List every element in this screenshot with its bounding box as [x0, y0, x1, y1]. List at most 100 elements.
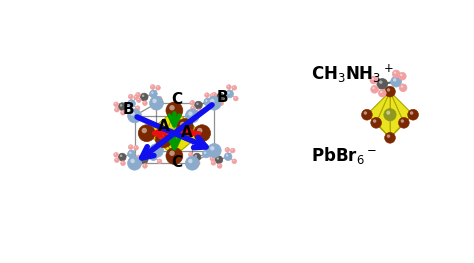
Circle shape	[151, 154, 154, 157]
Circle shape	[391, 76, 401, 87]
Circle shape	[166, 148, 183, 164]
Circle shape	[188, 112, 192, 116]
Circle shape	[144, 102, 145, 103]
Circle shape	[235, 97, 236, 99]
Circle shape	[142, 94, 144, 97]
Circle shape	[209, 145, 213, 150]
Circle shape	[114, 153, 118, 157]
Circle shape	[156, 148, 160, 153]
Circle shape	[150, 144, 164, 158]
Circle shape	[213, 98, 217, 102]
Circle shape	[210, 94, 215, 98]
Circle shape	[191, 101, 192, 103]
Circle shape	[138, 125, 155, 142]
Circle shape	[220, 102, 221, 103]
Circle shape	[399, 84, 407, 92]
Circle shape	[218, 94, 220, 97]
Circle shape	[128, 156, 141, 170]
Circle shape	[371, 85, 378, 93]
Circle shape	[159, 134, 164, 139]
Circle shape	[191, 107, 193, 108]
Circle shape	[169, 150, 175, 156]
Circle shape	[198, 110, 200, 111]
Circle shape	[180, 122, 185, 127]
Circle shape	[188, 159, 192, 163]
Circle shape	[121, 110, 125, 115]
Polygon shape	[390, 92, 404, 138]
Circle shape	[128, 109, 141, 123]
Circle shape	[158, 160, 160, 161]
Circle shape	[156, 149, 158, 150]
Circle shape	[378, 89, 386, 97]
Circle shape	[122, 162, 123, 163]
Polygon shape	[146, 133, 174, 156]
Circle shape	[189, 158, 194, 163]
Circle shape	[204, 146, 206, 147]
Circle shape	[226, 154, 228, 157]
Polygon shape	[367, 115, 390, 138]
Circle shape	[399, 72, 406, 80]
Circle shape	[205, 93, 209, 97]
Circle shape	[230, 148, 235, 153]
Circle shape	[364, 111, 367, 115]
Circle shape	[233, 160, 234, 161]
Circle shape	[128, 145, 133, 149]
Circle shape	[193, 153, 201, 161]
Circle shape	[157, 96, 162, 101]
Circle shape	[128, 150, 135, 158]
Circle shape	[401, 119, 404, 123]
Circle shape	[228, 92, 230, 94]
Circle shape	[224, 153, 232, 160]
Text: A: A	[181, 125, 192, 140]
Circle shape	[228, 85, 229, 87]
Circle shape	[217, 157, 219, 160]
Circle shape	[115, 107, 119, 112]
Circle shape	[130, 112, 135, 116]
Circle shape	[136, 157, 138, 159]
Circle shape	[210, 156, 215, 161]
Circle shape	[214, 99, 215, 100]
Circle shape	[210, 146, 215, 150]
Polygon shape	[146, 127, 185, 156]
Circle shape	[156, 86, 158, 88]
Circle shape	[211, 94, 212, 96]
Circle shape	[206, 94, 207, 95]
Circle shape	[150, 153, 157, 160]
Circle shape	[150, 90, 157, 98]
Circle shape	[114, 102, 118, 107]
Circle shape	[115, 158, 119, 163]
Circle shape	[151, 92, 154, 94]
Circle shape	[212, 105, 214, 107]
Circle shape	[136, 107, 138, 108]
Circle shape	[166, 102, 183, 119]
Circle shape	[120, 104, 122, 107]
Circle shape	[408, 109, 419, 120]
Circle shape	[384, 109, 396, 121]
Circle shape	[150, 85, 155, 89]
Circle shape	[217, 164, 222, 168]
Circle shape	[227, 85, 231, 89]
Text: A: A	[157, 119, 169, 134]
Circle shape	[213, 93, 214, 95]
Circle shape	[197, 109, 201, 114]
Circle shape	[377, 79, 388, 89]
Circle shape	[122, 111, 123, 113]
Circle shape	[142, 157, 144, 160]
Circle shape	[136, 155, 140, 160]
Circle shape	[140, 156, 148, 164]
Circle shape	[195, 101, 202, 109]
Circle shape	[384, 86, 395, 97]
Circle shape	[137, 156, 138, 158]
Circle shape	[212, 92, 217, 97]
Circle shape	[129, 146, 131, 147]
Circle shape	[393, 78, 396, 82]
Circle shape	[129, 151, 132, 154]
Circle shape	[194, 125, 210, 142]
Circle shape	[152, 146, 157, 150]
Circle shape	[202, 150, 210, 158]
Circle shape	[215, 156, 223, 164]
Circle shape	[384, 133, 395, 143]
Circle shape	[190, 159, 191, 160]
Circle shape	[190, 153, 191, 155]
Circle shape	[137, 93, 138, 95]
